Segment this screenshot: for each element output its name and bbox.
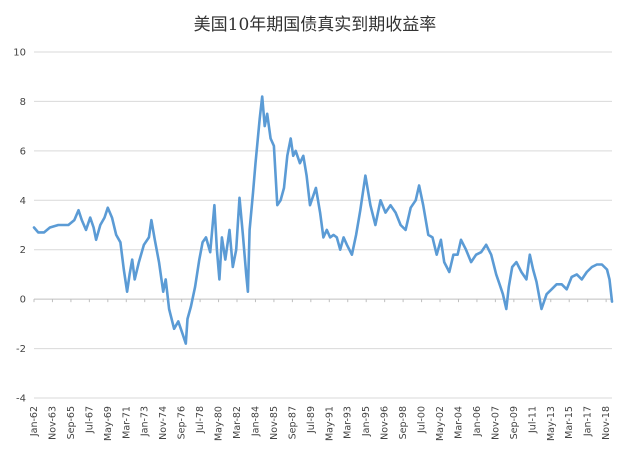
x-tick-label: May-13	[546, 406, 557, 441]
x-tick-label: Jul-67	[84, 406, 95, 434]
x-tick-label: Jan-17	[583, 406, 594, 437]
x-tick-label: Jan-73	[140, 406, 151, 437]
x-tick-label: May-80	[214, 406, 225, 441]
x-tick-label: Sep-98	[398, 406, 409, 439]
y-tick-label: -4	[16, 394, 26, 405]
y-tick-label: 0	[20, 295, 26, 306]
x-tick-label: Jul-00	[417, 406, 428, 434]
x-tick-label: Nov-85	[269, 406, 280, 440]
x-tick-label: Sep-09	[509, 406, 520, 439]
x-tick-label: Nov-63	[47, 406, 58, 440]
y-tick-label: 8	[20, 97, 26, 108]
x-tick-label: Sep-87	[287, 406, 298, 439]
y-axis: -4 -2 0 2 4 6 8 10	[13, 48, 26, 405]
x-tick-label: Sep-76	[177, 406, 188, 439]
gridlines	[34, 51, 612, 399]
x-tick-label: Jan-06	[472, 406, 483, 437]
x-tick-label: Mar-82	[232, 406, 243, 439]
y-tick-label: 2	[20, 245, 26, 256]
x-tick-label: Mar-71	[121, 406, 132, 439]
x-tick-label: Mar-15	[564, 406, 575, 439]
x-tick-label: Jan-62	[29, 406, 40, 437]
x-tick-label: Sep-65	[66, 406, 77, 439]
y-tick-label: 4	[20, 196, 26, 207]
y-tick-label: 10	[13, 48, 26, 59]
x-tick-label: Jul-78	[195, 406, 206, 434]
x-tick-label: Mar-04	[453, 406, 464, 439]
y-tick-label: -2	[16, 344, 26, 355]
x-tick-label: May-91	[324, 406, 335, 441]
x-tick-label: Jul-89	[306, 406, 317, 434]
x-tick-label: Jul-11	[527, 406, 538, 434]
x-axis: Jan-62 Nov-63 Sep-65 Jul-67 May-69 Mar-71 Jan-…	[29, 299, 612, 441]
y-tick-label: 6	[20, 146, 26, 157]
x-tick-label: Nov-74	[158, 406, 169, 440]
chart-title: 美国10年期国债真实到期收益率	[194, 15, 437, 35]
x-tick-label: Nov-18	[601, 406, 612, 440]
series-layer	[32, 95, 614, 345]
x-tick-label: May-69	[103, 406, 114, 441]
x-tick-label: Mar-93	[343, 406, 354, 439]
x-tick-label: Nov-96	[380, 406, 391, 440]
series-line-0	[32, 95, 614, 345]
x-tick-label: May-02	[435, 406, 446, 441]
x-tick-label: Nov-07	[490, 406, 501, 440]
x-tick-label: Jan-95	[361, 406, 372, 437]
x-tick-label: Jan-84	[250, 406, 261, 437]
